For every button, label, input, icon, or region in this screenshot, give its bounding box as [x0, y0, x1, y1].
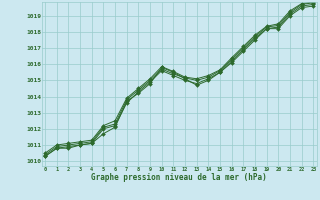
X-axis label: Graphe pression niveau de la mer (hPa): Graphe pression niveau de la mer (hPa) — [91, 173, 267, 182]
